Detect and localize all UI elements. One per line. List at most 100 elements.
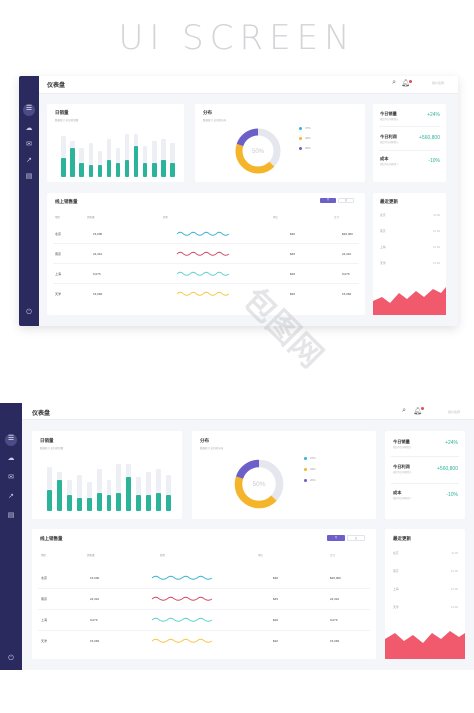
cell-sales: 24,310 <box>90 597 100 601</box>
bar-background <box>106 138 112 177</box>
trend-icon[interactable]: ↗ <box>26 157 32 164</box>
daily-sales-bar-chart <box>59 129 177 177</box>
segment-week[interactable]: 周 <box>338 198 354 203</box>
stats-card: 今日销量 相比昨日同期增长 +24% 今日利润 相比昨日同期增长 +560,80… <box>385 431 465 519</box>
update-time: 13:00 <box>433 261 440 265</box>
divider <box>379 150 440 151</box>
updates-card: 最近更新 北京 11:00 南京 12:00 上海 12:00 天津 13:00 <box>385 529 465 659</box>
donut-slice <box>234 459 284 509</box>
col-header: 趋势 <box>163 216 169 219</box>
cell-total: $20,000 <box>342 232 353 236</box>
update-label: 上海 <box>393 587 399 591</box>
bar <box>145 495 151 511</box>
area-shape <box>385 631 465 659</box>
bar-background <box>97 150 103 177</box>
stat-label-profit: 今日利润 <box>380 134 397 139</box>
stat-value-sales: +24% <box>427 112 440 118</box>
legend-item: 20% <box>304 478 316 482</box>
segment-month[interactable]: 月 <box>327 535 345 541</box>
segment-week[interactable]: 周 <box>347 535 365 541</box>
legend-dot <box>304 478 307 482</box>
sidebar: ☰ ☁ ✉ ↗ ▤ ⏻ <box>0 403 22 670</box>
trend-sparkline <box>151 617 213 622</box>
trend-icon[interactable]: ↗ <box>8 493 14 500</box>
cell-total: 9,076 <box>330 618 338 622</box>
search-icon[interactable]: ⌕ <box>392 79 396 86</box>
bar <box>142 162 148 177</box>
search-icon[interactable]: ⌕ <box>402 407 406 414</box>
bar-background <box>155 469 161 511</box>
daily-sales-title: 日销量 <box>55 110 69 115</box>
legend-dot <box>299 146 302 150</box>
legend-label: 37% <box>305 126 311 130</box>
online-sales-title: 线上销售量 <box>40 536 63 541</box>
cell-region: 南京 <box>55 252 62 256</box>
update-time: 11:00 <box>451 551 458 555</box>
cell-total: 24,310 <box>330 597 340 601</box>
row-divider <box>53 263 359 264</box>
bar <box>133 145 139 177</box>
cell-region: 上海 <box>55 272 62 276</box>
cell-sales: 9,076 <box>93 272 101 276</box>
bell-icon[interactable]: 🔔︎ <box>401 80 410 87</box>
page-title: 仪表盘 <box>47 83 66 89</box>
legend-label: 43% <box>305 136 311 140</box>
cell-region: 天津 <box>55 292 62 296</box>
bar-background <box>145 472 151 511</box>
clipboard-icon[interactable]: ▤ <box>25 173 33 180</box>
cell-total: 15,084 <box>330 639 340 643</box>
trend-sparkline <box>176 291 230 296</box>
bar <box>97 165 103 177</box>
mail-icon[interactable]: ✉ <box>8 474 14 481</box>
sparkline-path <box>176 231 230 236</box>
stat-sub: 相比昨日同期减少 <box>393 498 412 500</box>
legend-item: 37% <box>304 456 316 460</box>
col-header: 合计 <box>334 216 340 219</box>
power-icon[interactable]: ⏻ <box>26 309 32 316</box>
bar-background <box>47 466 53 511</box>
sidebar: ☰ ☁ ✉ ↗ ▤ ⏻ <box>19 76 39 326</box>
col-header: 销售量 <box>87 216 95 219</box>
donut-slice <box>235 128 281 174</box>
cloud-icon[interactable]: ☁ <box>25 125 33 132</box>
update-label: 北京 <box>380 213 386 217</box>
cell-region: 南京 <box>41 597 48 601</box>
cell-ratio: $30 <box>290 232 296 236</box>
col-header: 环比 <box>258 554 264 557</box>
cell-total: 24,310 <box>342 252 352 256</box>
donut-center-label: 50% <box>252 149 265 155</box>
row-divider <box>38 629 370 631</box>
bar-background <box>96 469 102 511</box>
row-divider <box>38 587 370 589</box>
updates-title: 最近更新 <box>393 536 411 541</box>
bar <box>79 162 84 177</box>
menu-icon[interactable]: ☰ <box>5 434 17 446</box>
bar <box>152 162 157 177</box>
user-name[interactable]: 用户名称 <box>447 410 460 414</box>
legend-item: 37% <box>299 126 311 130</box>
bar <box>136 495 141 511</box>
bar <box>126 477 132 511</box>
menu-icon[interactable]: ☰ <box>23 104 35 116</box>
update-time: 12:00 <box>451 587 458 591</box>
row-divider <box>53 283 359 284</box>
power-icon[interactable]: ⏻ <box>8 655 14 662</box>
update-time: 12:00 <box>433 245 440 249</box>
clipboard-icon[interactable]: ▤ <box>7 512 15 519</box>
mail-icon[interactable]: ✉ <box>26 141 32 148</box>
daily-sales-bar-chart <box>45 459 173 511</box>
daily-sales-subtitle: 数据统计 近日的销量 <box>55 119 79 122</box>
cloud-icon[interactable]: ☁ <box>7 455 15 462</box>
cell-region: 北京 <box>41 576 48 580</box>
bar <box>116 492 122 511</box>
cell-sales: 15,600 <box>90 576 100 580</box>
bell-icon[interactable]: 🔔︎ <box>413 408 422 415</box>
segment-month[interactable]: 月 <box>320 198 336 203</box>
donut-slice <box>235 128 281 174</box>
bar-background <box>161 138 166 177</box>
update-label: 北京 <box>393 551 399 555</box>
user-name[interactable]: 用户名称 <box>431 81 444 85</box>
daily-sales-card: 日销量 数据统计 近日的销量 <box>32 431 182 519</box>
stat-label-sales: 今日销量 <box>393 439 410 444</box>
